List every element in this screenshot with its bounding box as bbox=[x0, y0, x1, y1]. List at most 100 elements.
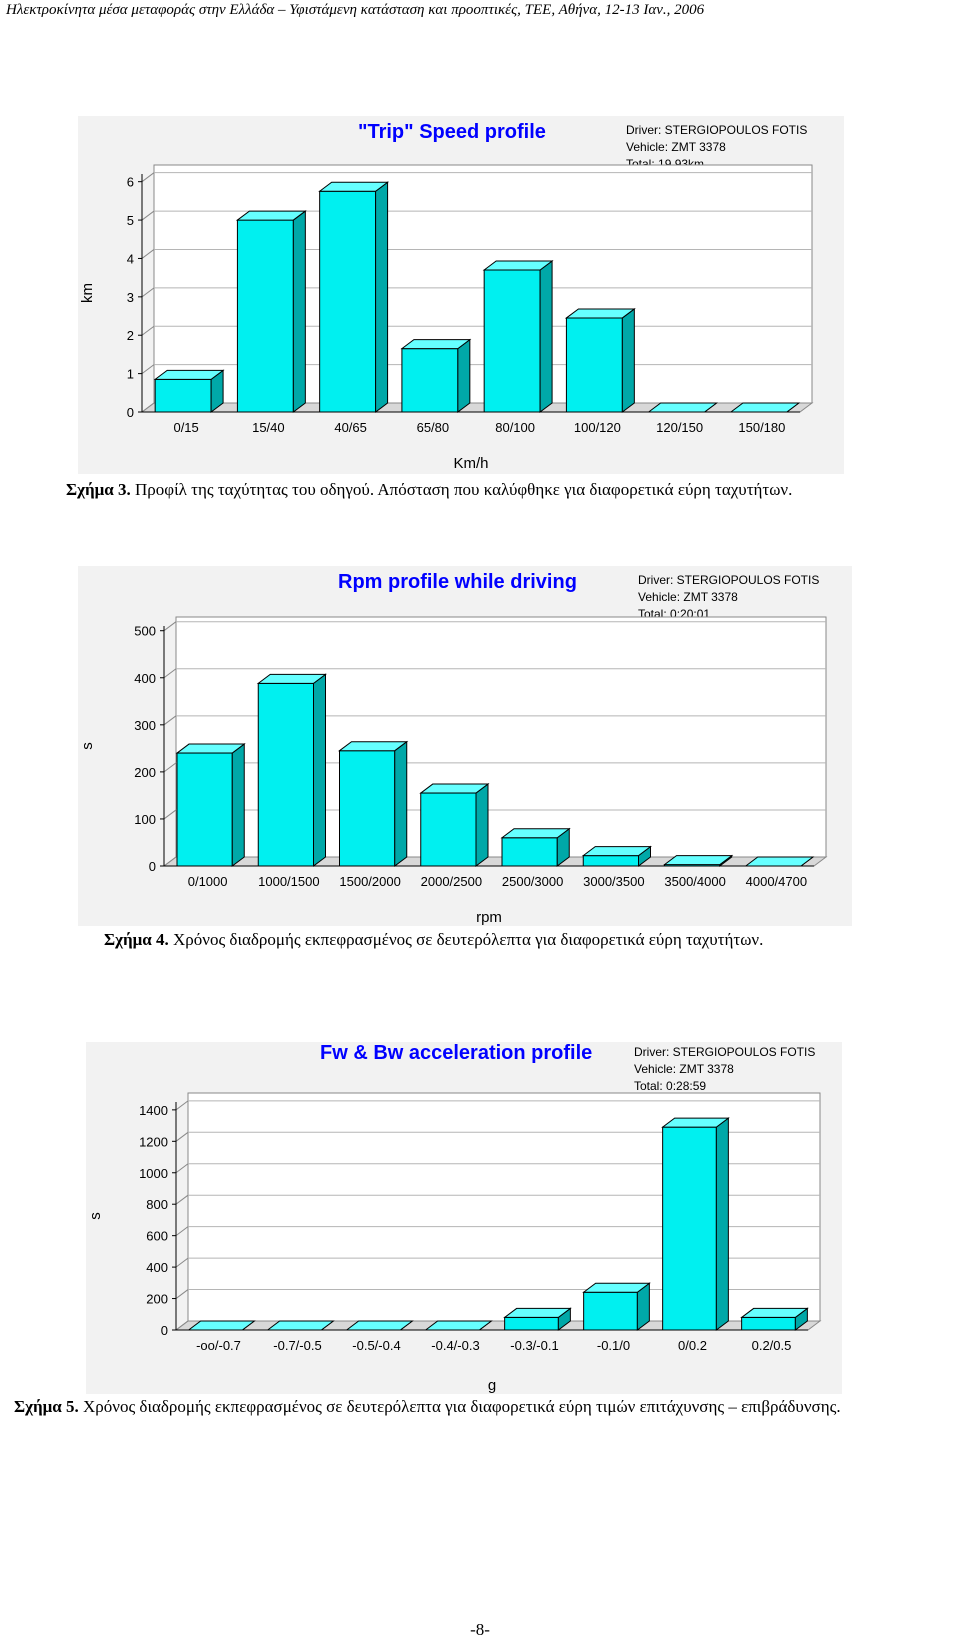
bar-top bbox=[482, 260, 554, 271]
grid-diagonal bbox=[175, 1320, 189, 1331]
page-header: Ηλεκτροκίνητα μέσα μεταφοράς στην Ελλάδα… bbox=[6, 2, 705, 18]
bar-top bbox=[582, 1282, 651, 1293]
y-tick-label: 600 bbox=[146, 1229, 168, 1244]
bar-top bbox=[744, 856, 815, 867]
bar-top bbox=[424, 1320, 493, 1331]
bar-front bbox=[176, 752, 233, 867]
bar-top bbox=[661, 1117, 730, 1128]
bar-front bbox=[319, 190, 377, 413]
bar-front bbox=[565, 317, 623, 413]
bar bbox=[338, 740, 409, 867]
figure-4-label: Σχήμα 4. bbox=[104, 930, 169, 949]
x-tick-label: 3500/4000 bbox=[664, 874, 725, 889]
bar bbox=[647, 402, 719, 413]
bar-front bbox=[257, 682, 314, 867]
bar bbox=[419, 783, 490, 867]
bar-front bbox=[583, 1291, 638, 1331]
bar bbox=[564, 307, 636, 413]
chart-info-line: Driver: STERGIOPOULOS FOTIS bbox=[638, 573, 819, 587]
grid-diagonal bbox=[141, 287, 155, 298]
y-tick-label: 6 bbox=[127, 175, 134, 190]
y-tick-label: 3 bbox=[127, 290, 134, 305]
x-tick-label: 4000/4700 bbox=[746, 874, 807, 889]
grid-diagonal bbox=[163, 809, 177, 820]
grid-diagonal bbox=[141, 325, 155, 336]
x-tick-label: 2000/2500 bbox=[421, 874, 482, 889]
y-tick-label: 1 bbox=[127, 367, 134, 382]
x-tick-label: 0/15 bbox=[173, 420, 198, 435]
chart-info-line: Total: 0:28:59 bbox=[634, 1079, 706, 1093]
bar-front bbox=[662, 1126, 717, 1331]
x-tick-label: 0/0.2 bbox=[678, 1338, 707, 1353]
bar-top bbox=[256, 673, 327, 684]
bar-top bbox=[419, 783, 490, 794]
x-tick-label: 40/65 bbox=[334, 420, 367, 435]
x-tick-label: 1500/2000 bbox=[339, 874, 400, 889]
bar-side bbox=[292, 210, 306, 413]
grid-diagonal bbox=[175, 1289, 189, 1299]
bar-side bbox=[375, 181, 389, 413]
speed-profile-chart: "Trip" Speed profile Driver: STERGIOPOULO… bbox=[78, 116, 844, 474]
grid-diagonal bbox=[175, 1194, 189, 1205]
chart-title: Rpm profile while driving bbox=[338, 571, 577, 593]
chart-info-line: Vehicle: ZMT 3378 bbox=[626, 140, 726, 154]
figure-4-text: Χρόνος διαδρομής εκπεφρασμένος σε δευτερ… bbox=[173, 930, 764, 949]
figure-3-label: Σχήμα 3. bbox=[66, 480, 131, 499]
bar bbox=[187, 1320, 256, 1331]
grid-diagonal bbox=[163, 762, 177, 773]
bar bbox=[500, 827, 571, 867]
bar-front bbox=[741, 1316, 796, 1331]
y-tick-label: 2 bbox=[127, 328, 134, 343]
y-tick-label: 500 bbox=[134, 624, 156, 639]
chart-info-line: Driver: STERGIOPOULOS FOTIS bbox=[634, 1045, 815, 1059]
x-axis-label: Km/h bbox=[453, 455, 488, 472]
bar-top bbox=[564, 308, 636, 319]
chart-title: Fw & Bw acceleration profile bbox=[320, 1042, 592, 1064]
figure-4-caption: Σχήμα 4. Χρόνος διαδρομής εκπεφρασμένος … bbox=[104, 930, 763, 950]
x-tick-label: -0.4/-0.3 bbox=[431, 1338, 479, 1353]
y-tick-label: 200 bbox=[146, 1292, 168, 1307]
bar bbox=[482, 259, 554, 413]
bar-top bbox=[345, 1320, 414, 1331]
x-tick-label: 100/120 bbox=[574, 420, 621, 435]
acceleration-profile-svg: Fw & Bw acceleration profile Driver: STER… bbox=[87, 1042, 822, 1394]
bar-top bbox=[318, 181, 390, 192]
figure-3-text: Προφίλ της ταχύτητας του οδηγού. Απόστασ… bbox=[135, 480, 793, 499]
grid-diagonal bbox=[163, 856, 177, 867]
bar-front bbox=[154, 378, 212, 413]
chart-info-line: Vehicle: ZMT 3378 bbox=[634, 1062, 734, 1076]
grid-diagonal bbox=[141, 402, 155, 413]
x-tick-label: -0.5/-0.4 bbox=[352, 1338, 400, 1353]
bar bbox=[729, 402, 801, 413]
grid-diagonal bbox=[175, 1257, 189, 1268]
grid-diagonal bbox=[175, 1163, 189, 1174]
x-tick-label: -0.3/-0.1 bbox=[510, 1338, 558, 1353]
x-tick-label: -0.7/-0.5 bbox=[273, 1338, 321, 1353]
bar-front bbox=[483, 269, 541, 413]
y-tick-label: 0 bbox=[149, 859, 156, 874]
x-tick-label: 0.2/0.5 bbox=[752, 1338, 792, 1353]
grid-diagonal bbox=[141, 210, 155, 221]
grid-diagonal bbox=[163, 715, 177, 726]
x-tick-label: 0/1000 bbox=[188, 874, 228, 889]
y-tick-label: 5 bbox=[127, 213, 134, 228]
figure-5-label: Σχήμα 5. bbox=[14, 1397, 79, 1416]
bar-side bbox=[394, 740, 408, 867]
bar-side bbox=[231, 743, 245, 867]
bar-top bbox=[647, 402, 719, 413]
bar-side bbox=[313, 673, 326, 867]
y-tick-label: 400 bbox=[146, 1260, 168, 1275]
y-tick-label: 1200 bbox=[139, 1134, 168, 1149]
grid-diagonal bbox=[175, 1226, 189, 1237]
y-tick-label: 1000 bbox=[139, 1166, 168, 1181]
bar bbox=[318, 181, 390, 413]
bar bbox=[663, 854, 734, 867]
bar-top bbox=[153, 369, 225, 380]
x-tick-label: 65/80 bbox=[417, 420, 450, 435]
y-axis-label: s bbox=[87, 1212, 104, 1220]
y-tick-label: 200 bbox=[134, 765, 156, 780]
x-tick-label: 150/180 bbox=[738, 420, 785, 435]
bar bbox=[266, 1320, 335, 1331]
bar-top bbox=[729, 402, 801, 413]
y-tick-label: 1400 bbox=[139, 1103, 168, 1118]
